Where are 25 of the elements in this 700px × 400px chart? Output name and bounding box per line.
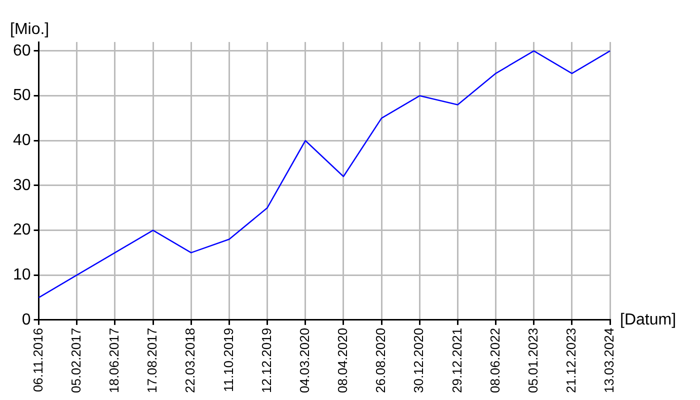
x-tick-label: 11.10.2019 <box>220 328 236 392</box>
x-axis-title: [Datum] <box>620 311 676 328</box>
x-tick-label: 13.03.2024 <box>602 328 617 394</box>
x-tick-label: 12.12.2019 <box>258 328 274 394</box>
y-tick-label: 10 <box>13 266 31 284</box>
x-tick-label: 18.06.2017 <box>106 328 122 394</box>
y-tick-label: 50 <box>13 87 31 104</box>
y-tick-label: 0 <box>22 311 31 328</box>
x-tick-label: 26.08.2020 <box>373 328 388 394</box>
x-tick-label: 04.03.2020 <box>296 328 312 394</box>
y-tick-label: 40 <box>13 132 31 150</box>
x-tick-label: 21.12.2023 <box>564 328 578 394</box>
x-tick-label: 22.03.2018 <box>182 328 198 394</box>
x-tick-label: 17.08.2017 <box>144 328 160 394</box>
y-axis-title: [Mio.] <box>10 21 50 38</box>
x-tick-label: 08.06.2022 <box>487 328 502 394</box>
x-tick-label: 08.04.2020 <box>335 328 350 394</box>
y-tick-label: 20 <box>13 222 31 239</box>
x-tick-label: 29.12.2021 <box>449 328 464 394</box>
x-tick-label: 05.01.2023 <box>525 328 540 394</box>
x-tick-label: 06.11.2016 <box>30 328 46 392</box>
x-tick-label: 05.02.2017 <box>68 328 84 394</box>
x-tick-label: 30.12.2020 <box>411 328 426 394</box>
y-tick-label: 60 <box>13 42 31 60</box>
y-tick-label: 30 <box>13 176 31 194</box>
